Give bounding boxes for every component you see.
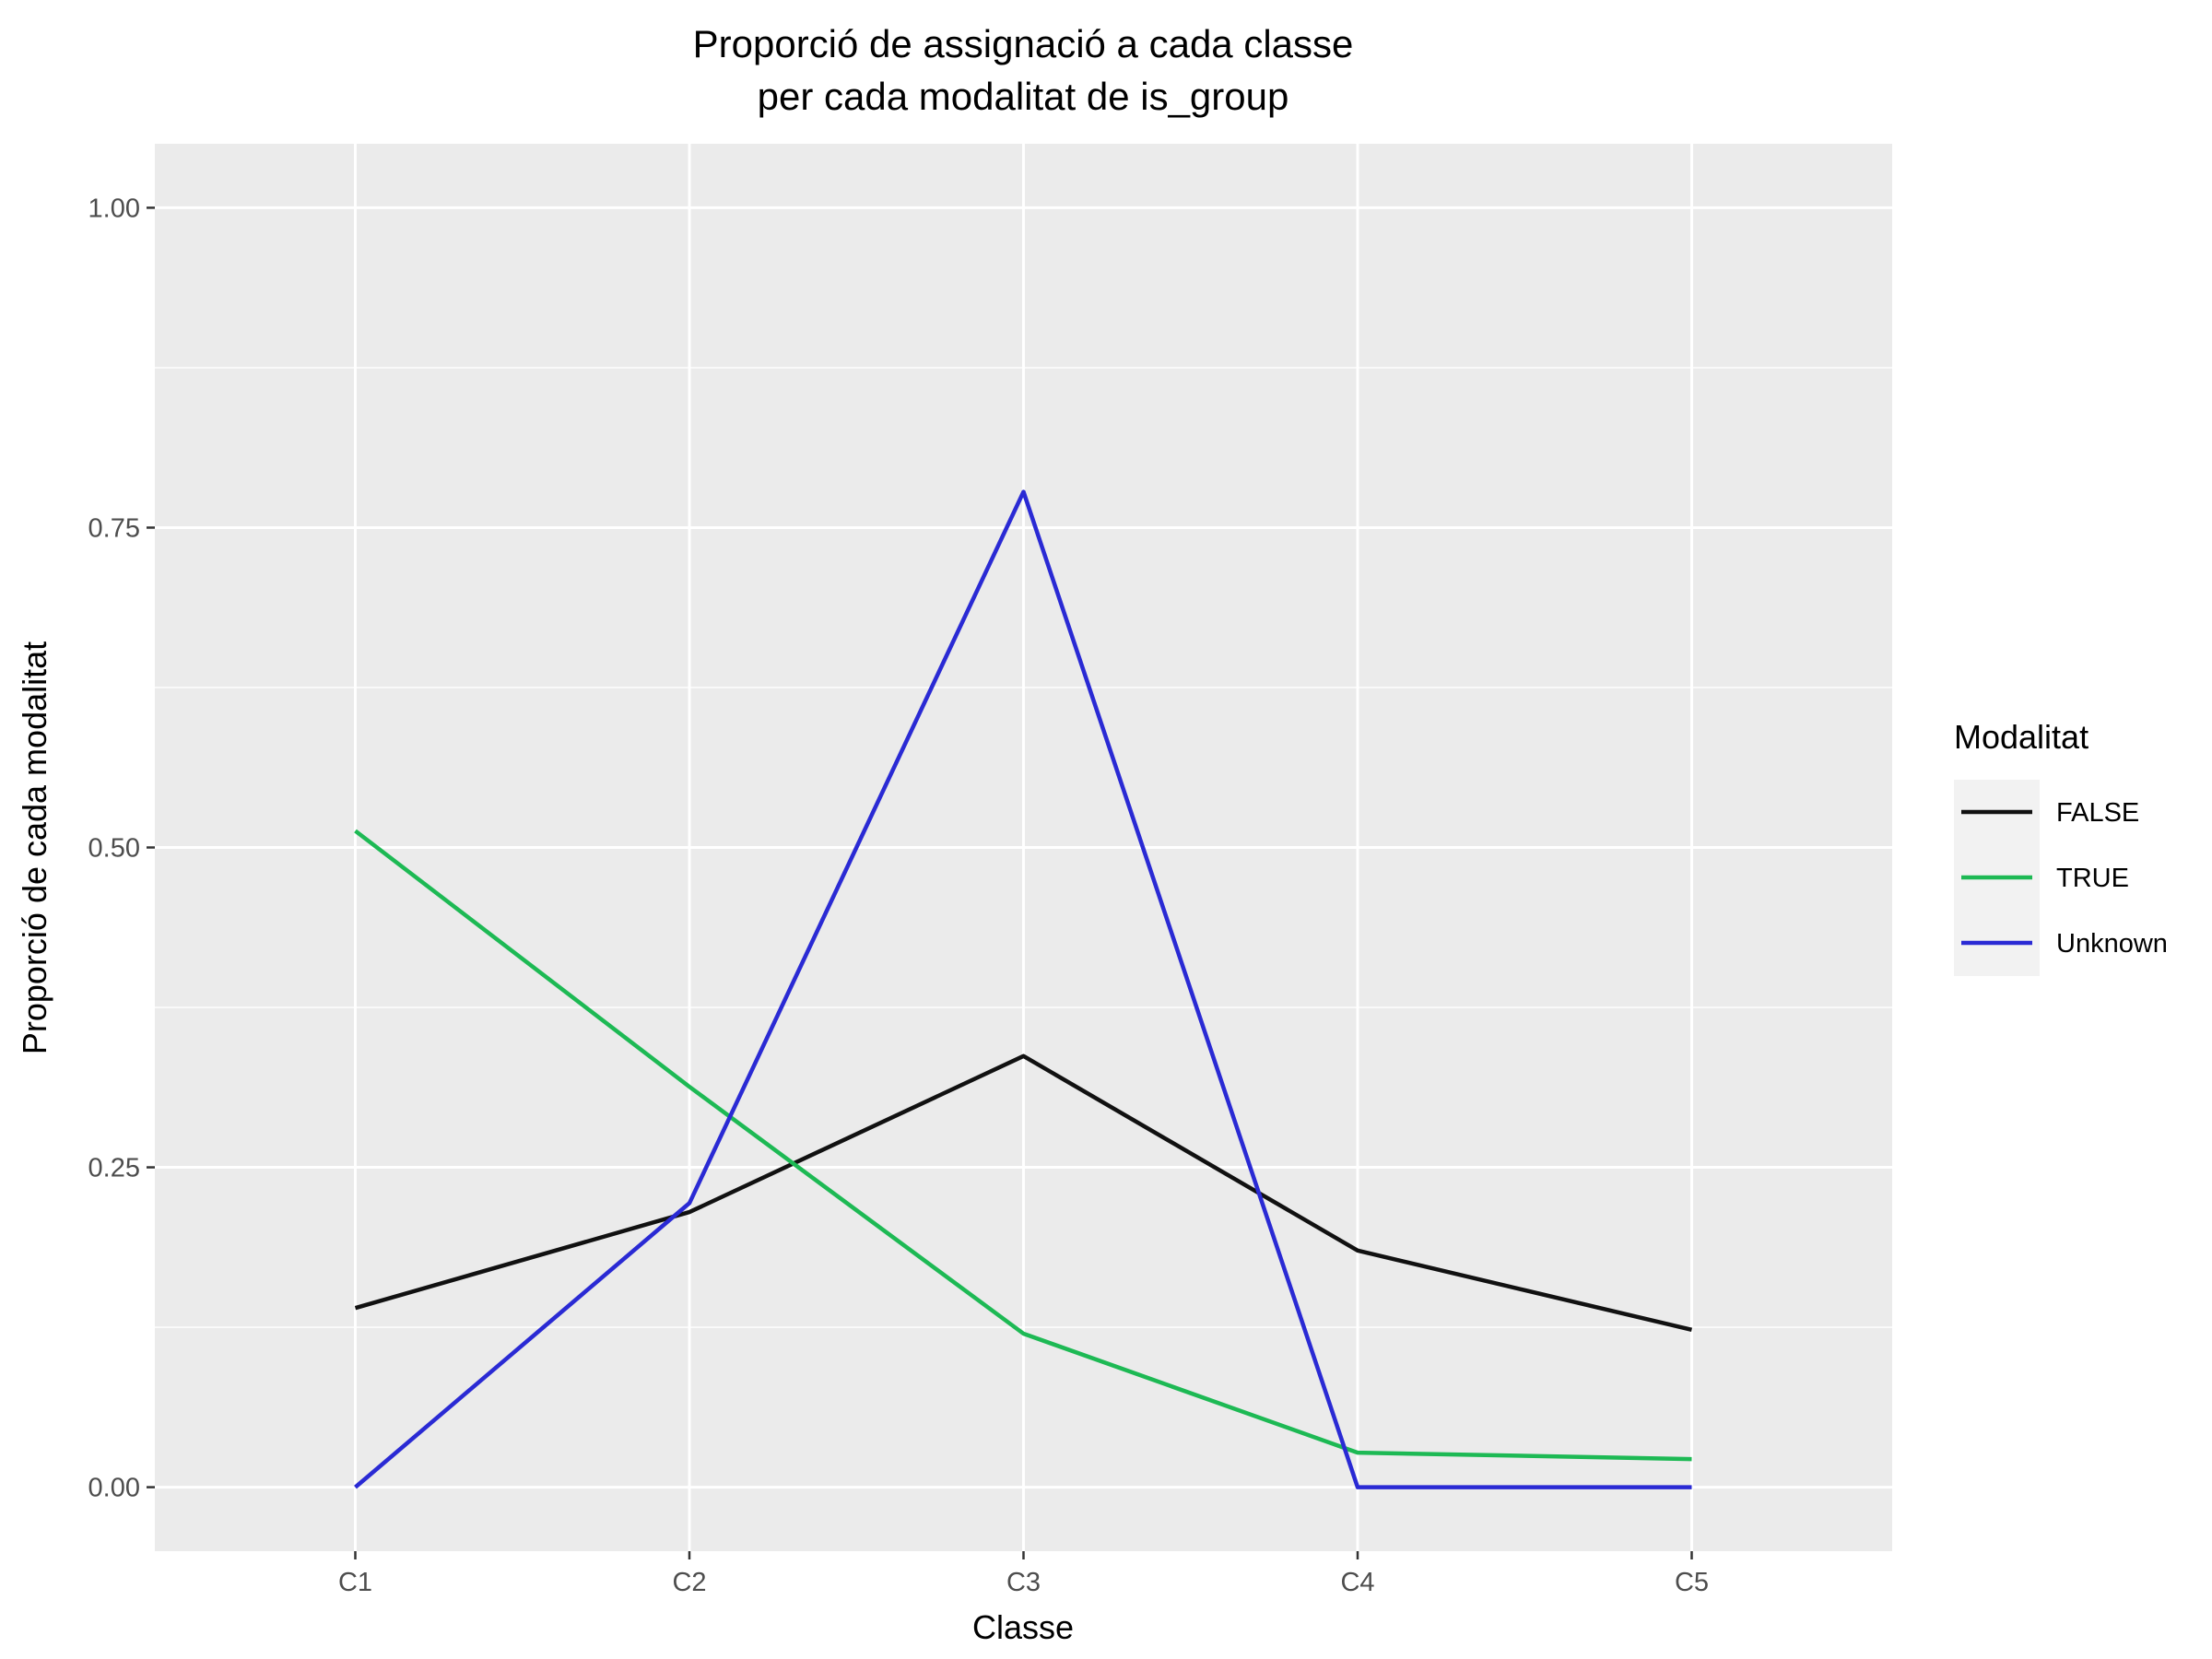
- legend-label-false: FALSE: [2056, 798, 2139, 828]
- legend-title: Modalitat: [1954, 718, 2088, 756]
- series-line-false: [354, 1053, 1693, 1332]
- legend-label-true: TRUE: [2056, 864, 2129, 893]
- y-axis-title: Proporció de cada modalitat: [16, 641, 53, 1054]
- x-axis-title: Classe: [972, 1608, 1074, 1646]
- chart-title-line-2: per cada modalitat de is_group: [758, 75, 1289, 118]
- legend-label-unknown: Unknown: [2056, 929, 2168, 959]
- legend-items: FALSE TRUE Unknown: [1961, 798, 2168, 959]
- x-tick-label: C1: [338, 1568, 372, 1597]
- y-axis: 0.00 0.25 0.50 0.75 1.00: [88, 194, 155, 1503]
- x-tick-label: C5: [1675, 1568, 1709, 1597]
- x-tick-label: C2: [672, 1568, 706, 1597]
- legend: Modalitat FALSE TRUE Unknown: [1954, 718, 2168, 976]
- y-tick-label: 0.25: [88, 1154, 140, 1183]
- series-line-unknown: [354, 489, 1692, 1489]
- x-tick-label: C3: [1006, 1568, 1041, 1597]
- y-tick-label: 0.00: [88, 1474, 140, 1503]
- x-tick-label: C4: [1340, 1568, 1374, 1597]
- y-tick-label: 0.75: [88, 513, 140, 543]
- chart-title-line-1: Proporció de assignació a cada classe: [693, 22, 1354, 65]
- grid: [155, 144, 1892, 1551]
- series-lines: [354, 489, 1693, 1489]
- y-tick-label: 1.00: [88, 194, 140, 223]
- x-axis: C1 C2 C3 C4 C5: [338, 1551, 1709, 1597]
- series-line-true: [354, 829, 1692, 1462]
- y-tick-label: 0.50: [88, 834, 140, 864]
